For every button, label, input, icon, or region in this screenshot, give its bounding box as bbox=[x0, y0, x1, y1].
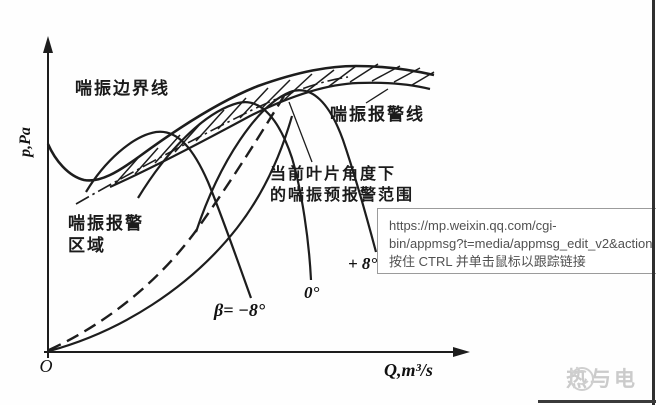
screenshot-right-border bbox=[652, 0, 655, 405]
alarm-area-label-line1: 喘振报警 bbox=[68, 213, 144, 233]
pre-alarm-leader-line bbox=[288, 101, 313, 163]
dashed-surge-parabola bbox=[48, 95, 286, 352]
watermark-text: 热与电 bbox=[566, 368, 638, 391]
tooltip-url-line1: https://mp.weixin.qq.com/cgi- bbox=[389, 218, 557, 233]
tooltip-url-line2: bin/appmsg?t=media/appmsg_edit_v2&action bbox=[389, 236, 653, 251]
surge-boundary-curve bbox=[46, 64, 435, 182]
origin-label: O bbox=[40, 356, 53, 376]
watermark: 热与电 bbox=[566, 363, 638, 393]
characteristic-curve-beta-minus-8 bbox=[85, 130, 253, 299]
beta-plus-8-label: + 8° bbox=[348, 254, 377, 273]
solid-surge-parabola bbox=[48, 115, 294, 353]
tooltip-hint: 按住 CTRL 并单击鼠标以跟踪链接 bbox=[389, 254, 586, 269]
pre-alarm-range-curve bbox=[75, 76, 349, 205]
characteristic-curve-beta-plus-8 bbox=[194, 89, 378, 253]
beta-0-label: 0° bbox=[304, 283, 320, 302]
x-axis-label: Q,m³/s bbox=[384, 360, 433, 380]
axes bbox=[44, 46, 456, 358]
pre-alarm-range-label-line2: 的喘振预报警范围 bbox=[270, 185, 414, 204]
characteristic-curve-beta-0 bbox=[137, 101, 313, 281]
alarm-label-leader-line bbox=[365, 88, 389, 104]
y-axis-arrow-icon bbox=[43, 36, 53, 53]
heat-electric-logo-icon bbox=[570, 366, 594, 391]
link-tooltip: https://mp.weixin.qq.com/cgi- bin/appmsg… bbox=[377, 208, 656, 274]
x-axis-arrow-icon bbox=[453, 347, 470, 357]
y-axis-label: p,Pa bbox=[17, 127, 34, 159]
screenshot-bottom-border bbox=[538, 400, 656, 403]
beta-minus-8-label: β= −8° bbox=[213, 300, 266, 320]
pre-alarm-range-label-line1: 当前叶片角度下 bbox=[270, 164, 396, 183]
alarm-area-label-line2: 区域 bbox=[68, 235, 106, 255]
surge-boundary-label: 喘振边界线 bbox=[75, 78, 170, 98]
surge-alarm-label: 喘振报警线 bbox=[330, 104, 425, 124]
